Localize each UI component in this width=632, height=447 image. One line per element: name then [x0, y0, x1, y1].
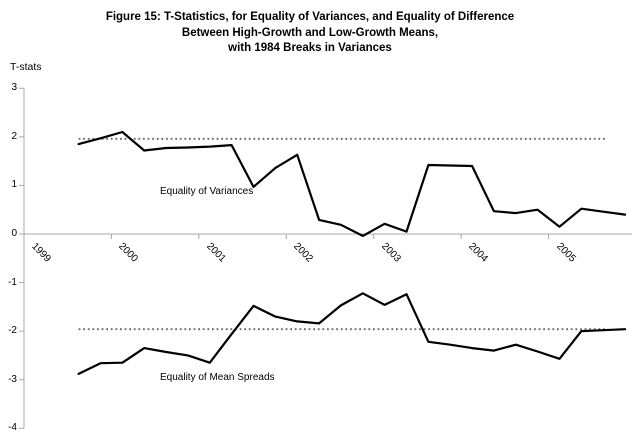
y-tick-label: 2 [11, 130, 17, 142]
equality-of-mean-spreads-line [77, 292, 627, 375]
lower-series-annotation: Equality of Mean Spreads [160, 372, 275, 383]
y-tick-label: 3 [11, 82, 17, 94]
y-tick-label: -1 [8, 276, 17, 288]
y-tick-label: 0 [11, 228, 17, 239]
equality-of-variances-line [77, 130, 627, 237]
upper-series-annotation: Equality of Variances [160, 186, 254, 197]
y-tick-label: -4 [8, 422, 17, 434]
y-tick-label: -3 [8, 373, 17, 385]
y-tick-label: -2 [8, 325, 17, 337]
chart-title-line-2: Between High-Growth and Low-Growth Means… [181, 26, 439, 39]
chart-title-line-1: Figure 15: T-Statistics, for Equality of… [105, 11, 515, 23]
chart-title-line-3: with 1984 Breaks in Variances [228, 42, 392, 54]
y-axis-title: T-stats [10, 61, 42, 73]
y-tick-label: 1 [11, 179, 17, 191]
chart-title: Figure 15: T-Statistics, for Equality of… [0, 10, 620, 57]
